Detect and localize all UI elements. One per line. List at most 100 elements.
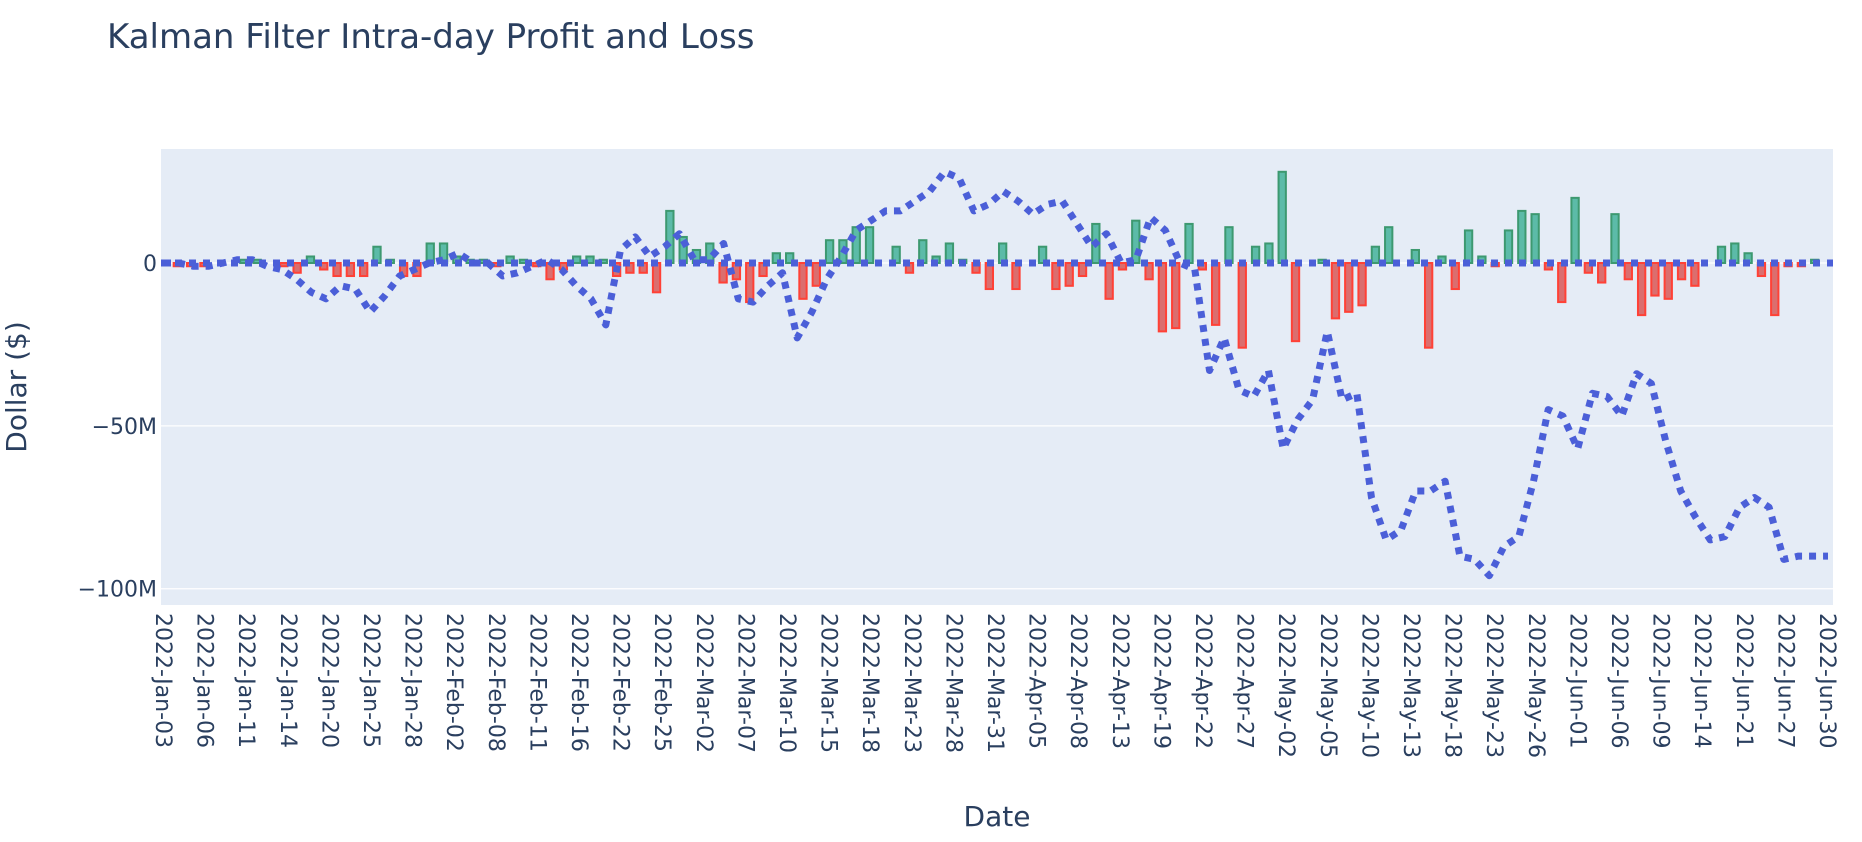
pnl-bar: [292, 262, 302, 274]
x-tick-label: 2022-May-05: [1315, 613, 1340, 758]
pnl-bar: [1131, 219, 1141, 265]
pnl-bar: [1237, 262, 1247, 349]
pnl-bar: [745, 262, 755, 304]
pnl-bar: [1530, 213, 1540, 264]
x-tick-label: 2022-Mar-15: [816, 613, 841, 753]
pnl-bar: [1277, 170, 1287, 264]
x-tick-label: 2022-May-13: [1398, 613, 1423, 758]
pnl-bar: [1037, 245, 1048, 264]
x-tick-label: 2022-Feb-25: [649, 613, 674, 752]
pnl-bar: [1344, 262, 1354, 313]
x-tick-label: 2022-Jan-03: [150, 613, 175, 748]
x-tick-label: 2022-Jan-28: [400, 613, 425, 748]
y-tick-labels: 0 −50M −100M: [78, 252, 157, 603]
pnl-bar: [1597, 262, 1607, 284]
cumulative-line-layer: [164, 168, 1828, 580]
x-tick-label: 2022-Feb-02: [441, 613, 466, 752]
x-tick-label: 2022-Apr-05: [1024, 613, 1049, 749]
pnl-bar: [1623, 262, 1633, 281]
pnl-bar: [864, 226, 875, 265]
x-tick-label: 2022-Jun-01: [1564, 613, 1589, 748]
pnl-bar: [1570, 196, 1580, 265]
x-tick-label: 2022-Feb-08: [483, 613, 508, 752]
x-tick-label: 2022-Mar-28: [940, 613, 965, 753]
pnl-bar: [332, 262, 342, 278]
pnl-bar: [1051, 262, 1061, 291]
x-tick-label: 2022-Jun-27: [1772, 613, 1797, 748]
pnl-bar: [984, 262, 995, 291]
pnl-bar: [1144, 262, 1154, 281]
pnl-bar: [771, 252, 782, 265]
x-tick-label: 2022-Mar-23: [899, 613, 924, 753]
pnl-bar: [824, 239, 835, 264]
pnl-bar: [1184, 222, 1194, 265]
pnl-bar: [1210, 262, 1221, 326]
x-tick-label: 2022-Jan-25: [358, 613, 383, 748]
x-tick-label: 2022-Mar-10: [774, 613, 799, 753]
pnl-bar: [1503, 229, 1514, 265]
pnl-bar: [1171, 262, 1181, 330]
x-tick-label: 2022-Apr-22: [1190, 613, 1215, 749]
x-tick-label: 2022-Mar-02: [691, 613, 716, 753]
y-tick-label: −100M: [78, 578, 157, 603]
x-tick-label: 2022-Jun-06: [1606, 613, 1631, 748]
x-tick-label: 2022-Feb-11: [524, 613, 549, 752]
x-tick-label: 2022-Jan-14: [275, 613, 300, 748]
pnl-bar: [1770, 262, 1780, 317]
x-tick-label: 2022-Apr-13: [1107, 613, 1132, 749]
x-tick-label: 2022-Jan-11: [233, 613, 258, 748]
pnl-bar: [1583, 262, 1594, 274]
x-tick-label: 2022-May-26: [1523, 613, 1548, 758]
x-tick-label: 2022-Jan-06: [192, 613, 217, 748]
plot-background: [161, 149, 1833, 605]
x-tick-label: 2022-Jun-21: [1731, 613, 1756, 748]
pnl-bar: [1224, 226, 1234, 265]
x-tick-label: 2022-Apr-08: [1065, 613, 1090, 749]
pnl-bar: [1663, 262, 1673, 300]
x-tick-label: 2022-Mar-18: [857, 613, 882, 753]
pnl-bar: [1064, 262, 1074, 287]
pnl-bar: [1676, 262, 1687, 281]
x-tick-label: 2022-Jun-14: [1689, 613, 1714, 748]
y-tick-label: −50M: [92, 415, 157, 440]
pnl-bar: [1157, 262, 1168, 333]
x-tick-label: 2022-Apr-19: [1148, 613, 1173, 749]
x-tick-label: 2022-Apr-27: [1232, 613, 1257, 749]
pnl-bar: [1690, 262, 1700, 287]
pnl-bar: [851, 226, 861, 265]
pnl-bar: [1077, 262, 1088, 278]
pnl-bar: [1011, 262, 1021, 291]
x-tick-label: 2022-May-18: [1440, 613, 1465, 758]
pnl-bar: [1557, 262, 1567, 304]
pnl-bar: [811, 262, 821, 287]
pnl-bar: [1636, 262, 1647, 317]
pnl-bar: [1330, 262, 1341, 320]
x-tick-label: 2022-Jun-30: [1814, 613, 1839, 748]
pnl-bar: [1410, 248, 1420, 265]
pnl-bar: [279, 262, 289, 268]
x-tick-label: 2022-Feb-22: [608, 613, 633, 752]
x-tick-label: 2022-May-10: [1356, 613, 1381, 758]
x-axis-title: Date: [964, 800, 1031, 833]
pnl-bar: [1357, 262, 1367, 307]
x-tick-label: 2022-Mar-07: [732, 613, 757, 753]
pnl-bar: [1384, 226, 1394, 265]
pnl-bar: [1104, 262, 1114, 300]
x-tick-label: 2022-Jan-20: [316, 613, 341, 748]
pnl-bar: [572, 255, 582, 265]
x-tick-label: 2022-May-23: [1481, 613, 1506, 758]
pnl-bar: [1290, 262, 1301, 343]
pnl-bar: [785, 252, 795, 265]
y-axis-title: Dollar ($): [0, 321, 33, 452]
x-tick-label: 2022-May-02: [1273, 613, 1298, 758]
x-tick-label: 2022-Jun-09: [1648, 613, 1673, 748]
pnl-bar: [1450, 262, 1460, 291]
chart-title: Kalman Filter Intra-day Profit and Loss: [107, 17, 754, 57]
pnl-bar: [665, 209, 675, 264]
pnl-bar: [1463, 229, 1474, 265]
cumulative-pnl-line: [164, 168, 1828, 580]
pnl-bar: [1650, 262, 1660, 297]
pnl-bar: [798, 262, 808, 300]
